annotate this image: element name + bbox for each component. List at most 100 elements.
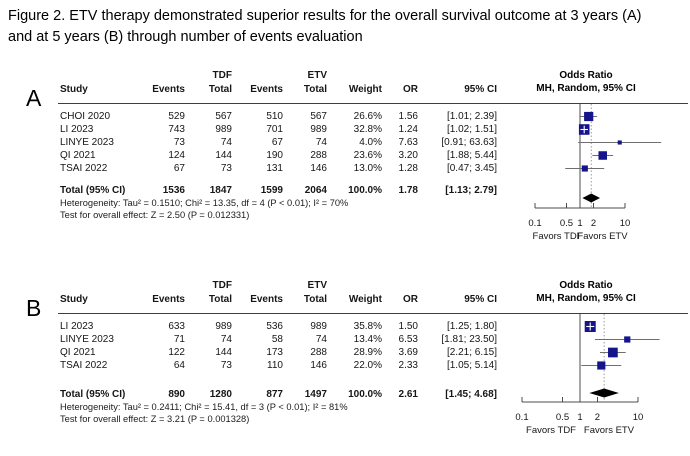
study-row-cell: 567	[310, 111, 327, 122]
panel-b: B TDF ETV Study Events Total Events Total Weigh…	[0, 272, 690, 456]
study-row-cell: [1.81; 23.50]	[441, 334, 497, 345]
study-row-cell: [1.02; 1.51]	[446, 124, 497, 135]
total-row-cell: 1.78	[398, 185, 418, 196]
study-row-cell: 2.33	[398, 360, 418, 371]
column-header-row: Study Events Total Events Total Weight OR 95% C…	[60, 293, 497, 306]
study-row-cell: 74	[220, 137, 232, 148]
effect-square	[584, 111, 594, 122]
study-row: LI 2023 743 989 701 989 32.8% 1.24 [1.02; 1.51]	[60, 123, 497, 136]
group-header-row-cell	[232, 279, 283, 292]
study-row-cell: 71	[173, 334, 185, 345]
study-row-cell: 26.6%	[353, 111, 382, 122]
column-header-row-cell: 95% CI	[464, 294, 497, 305]
group-header-row-cell	[135, 69, 185, 82]
effect-square	[581, 165, 588, 172]
group-header-row-cell	[232, 69, 283, 82]
study-row: TSAI 2022 67 73 131 146 13.0% 1.28 [0.47; 3.45]	[60, 162, 497, 175]
study-row-cell: 13.4%	[353, 334, 382, 345]
overall-effect-note: Test for overall effect: Z = 3.21 (P = 0…	[60, 414, 250, 424]
study-row-cell: 288	[310, 347, 327, 358]
study-row: CHOI 2020 529 567 510 567 26.6% 1.56 [1.01; 2.3…	[60, 110, 497, 123]
total-row-cell: 2064	[304, 185, 327, 196]
total-row-cell: Total (95% CI)	[60, 185, 126, 196]
study-row-cell: 64	[173, 360, 185, 371]
study-row-cell: 124	[168, 150, 185, 161]
study-row-cell: 190	[266, 150, 283, 161]
study-row-cell: 529	[168, 111, 185, 122]
study-row-cell: LINYE 2023	[60, 334, 114, 345]
axis-tick-label: 0.5	[560, 218, 573, 229]
effect-square	[624, 336, 631, 343]
study-row-cell: 74	[315, 137, 327, 148]
study-row-cell: 73	[220, 163, 232, 174]
study-row-cell: QI 2021	[60, 150, 96, 161]
study-row-cell: 3.69	[398, 347, 418, 358]
axis-tick-label: 0.1	[528, 218, 541, 229]
total-row-cell: 100.0%	[348, 389, 382, 400]
study-row-cell: 144	[215, 150, 232, 161]
study-row-cell: 989	[310, 124, 327, 135]
group-header-row-cell	[418, 279, 497, 292]
total-row-cell: 890	[168, 389, 185, 400]
group-header-row-cell	[135, 279, 185, 292]
study-row-cell: 567	[215, 111, 232, 122]
axis-tick-label: 10	[633, 412, 644, 423]
favors-right-label: Favors ETV	[584, 425, 635, 436]
study-row-cell: 633	[168, 321, 185, 332]
study-row-cell: 73	[173, 137, 185, 148]
study-row-cell: [1.05; 5.14]	[446, 360, 497, 371]
effect-square	[608, 347, 618, 358]
effect-square	[598, 151, 607, 160]
study-row-cell: 73	[220, 360, 232, 371]
study-row-cell: 701	[266, 124, 283, 135]
total-row-cell: 1847	[209, 185, 232, 196]
study-row-cell: LINYE 2023	[60, 137, 114, 148]
total-row-cell: 100.0%	[348, 185, 382, 196]
plot-column-header: Odds Ratio MH, Random, 95% CI	[502, 279, 670, 305]
study-row: QI 2021 122 144 173 288 28.9% 3.69 [2.21; 6.15]	[60, 346, 497, 359]
axis-tick-label: 2	[595, 412, 600, 423]
study-row: LINYE 2023 73 74 67 74 4.0% 7.63 [0.91; 63.63]	[60, 136, 497, 149]
group-header-row-cell: ETV	[307, 280, 327, 291]
model-header: MH, Random, 95% CI	[536, 293, 636, 304]
study-row-cell: 4.0%	[359, 137, 382, 148]
column-header-row-cell: Weight	[348, 294, 382, 305]
study-row-cell: 23.6%	[353, 150, 382, 161]
total-row-cell: 1280	[209, 389, 232, 400]
study-row-cell: 3.20	[398, 150, 418, 161]
study-row-cell: TSAI 2022	[60, 163, 108, 174]
column-header-row: Study Events Total Events Total Weight OR 95% C…	[60, 83, 497, 96]
group-header-row-cell	[327, 279, 382, 292]
study-row-cell: [1.01; 2.39]	[446, 111, 497, 122]
total-row-cell: [1.45; 4.68]	[445, 389, 497, 400]
study-row: LI 2023 633 989 536 989 35.8% 1.50 [1.25; 1.80]	[60, 320, 497, 333]
group-header-row: TDF ETV	[60, 279, 497, 292]
odds-ratio-header: Odds Ratio	[559, 70, 613, 81]
favors-left-label: Favors TDF	[533, 231, 583, 242]
total-row-cell: 877	[266, 389, 283, 400]
heterogeneity-note: Heterogeneity: Tau² = 0.1510; Chi² = 13.…	[60, 198, 349, 208]
study-row-cell: 7.63	[398, 137, 418, 148]
group-header-row-cell: TDF	[212, 280, 232, 291]
axis-tick-label: 2	[591, 218, 596, 229]
study-row-cell: 173	[266, 347, 283, 358]
study-row-cell: QI 2021	[60, 347, 96, 358]
study-row: QI 2021 124 144 190 288 23.6% 3.20 [1.88; 5.44]	[60, 149, 497, 162]
total-row-cell: 1497	[304, 389, 327, 400]
column-header-row-cell: OR	[403, 84, 418, 95]
column-header-row-cell: OR	[403, 294, 418, 305]
column-header-row-cell: Study	[60, 84, 88, 95]
overall-effect-note: Test for overall effect: Z = 2.50 (P = 0…	[60, 210, 250, 220]
total-row-cell: 1536	[162, 185, 185, 196]
odds-ratio-header: Odds Ratio	[559, 280, 613, 291]
column-header-row-cell: Total	[208, 294, 232, 305]
study-row-cell: 989	[310, 321, 327, 332]
axis-tick-label: 0.1	[515, 412, 528, 423]
group-header-row-cell	[60, 69, 135, 82]
total-row: Total (95% CI) 1536 1847 1599 2064 100.0% 1.78…	[60, 184, 497, 197]
study-row-cell: 510	[266, 111, 283, 122]
plot-column-header: Odds Ratio MH, Random, 95% CI	[502, 69, 670, 95]
study-row: TSAI 2022 64 73 110 146 22.0% 2.33 [1.05; 5.14]	[60, 359, 497, 372]
column-header-row-cell: Events	[250, 294, 283, 305]
